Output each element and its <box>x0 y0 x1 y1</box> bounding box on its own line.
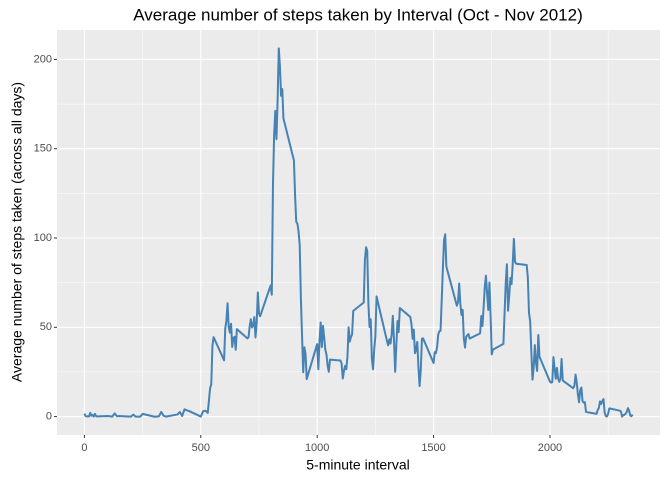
x-axis-title: 5-minute interval <box>306 457 410 473</box>
data-line <box>83 47 634 418</box>
x-tick-label: 2000 <box>538 442 562 454</box>
x-tick-label: 500 <box>192 442 210 454</box>
chart-title: Average number of steps taken by Interva… <box>133 5 582 24</box>
y-tick-label: 0 <box>46 410 52 422</box>
y-tick-label: 100 <box>34 232 52 244</box>
x-tick-label: 1000 <box>305 442 329 454</box>
y-axis-title: Average number of steps taken (across al… <box>9 82 25 382</box>
y-tick-label: 150 <box>34 143 52 155</box>
plot-panel <box>57 30 660 435</box>
y-tick-label: 50 <box>40 321 52 333</box>
x-tick-label: 0 <box>81 442 87 454</box>
y-tick-label: 200 <box>34 53 52 65</box>
x-tick-label: 1500 <box>421 442 445 454</box>
